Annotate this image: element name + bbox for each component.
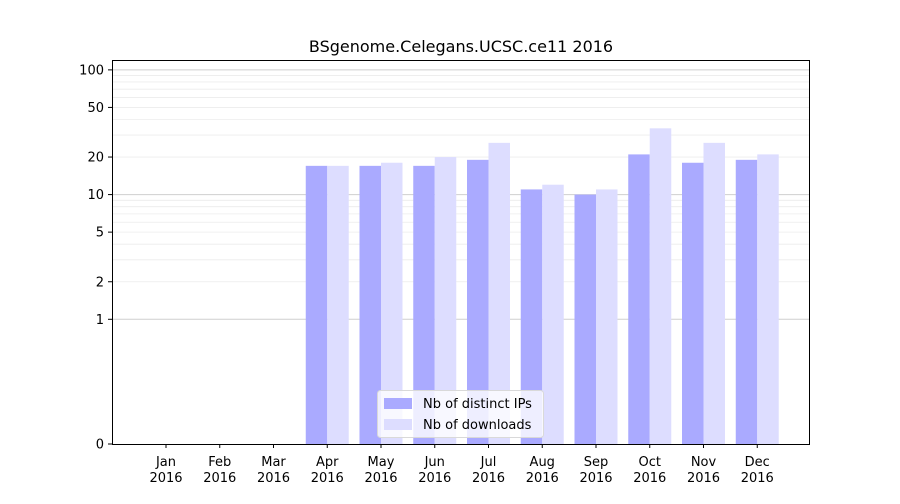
x-tick-label-year: 2016 [579,471,612,486]
x-tick-label-month: Feb [208,455,231,470]
y-tick-label: 10 [87,188,104,203]
x-tick-label-year: 2016 [741,471,774,486]
x-tick-label-month: Mar [261,455,286,470]
bar-downloads [434,157,457,444]
bar-downloads [381,162,403,444]
bar-downloads [327,165,349,444]
x-tick-label-year: 2016 [149,471,182,486]
bar-distinct-ips [413,165,435,444]
x-tick-label-month: Nov [691,455,717,470]
y-tick-label: 5 [96,226,104,241]
bar-distinct-ips [520,189,543,444]
bar-downloads [649,128,672,445]
grid-lines [112,69,809,320]
x-axis: Jan2016Feb2016Mar2016Apr2016May2016Jun20… [149,444,774,486]
x-tick-label-month: Oct [639,455,661,470]
x-tick-label-year: 2016 [364,471,397,486]
x-tick-label-month: Sep [584,455,609,470]
bar-distinct-ips [359,165,381,444]
legend-label: Nb of distinct IPs [423,397,532,412]
y-axis: 0 1 2 5 10 20 50 100 [79,63,112,453]
x-tick-label-year: 2016 [633,471,666,486]
x-tick-label-year: 2016 [203,471,236,486]
x-tick-label-month: Jun [424,455,445,470]
x-tick-label-month: May [368,455,395,470]
y-tick-label: 0 [96,438,104,453]
plot-frame [112,60,810,445]
x-tick-label-year: 2016 [311,471,344,486]
y-tick-label: 100 [79,63,104,78]
y-tick-label: 1 [96,313,104,328]
x-tick-label-month: Aug [530,455,555,470]
y-tick-label: 2 [96,275,104,290]
legend-swatch [384,419,412,430]
y-tick-label: 20 [87,151,104,166]
bar-distinct-ips [305,165,328,444]
bar-distinct-ips [735,159,758,444]
bar-distinct-ips [628,154,650,444]
bar-downloads [596,189,618,444]
legend-swatch [384,398,412,409]
bar-downloads [542,184,564,444]
x-tick-label-month: Jan [155,455,176,470]
chart-title: BSgenome.Celegans.UCSC.ce11 2016 [309,37,613,56]
bar-distinct-ips [682,162,704,444]
bar-downloads [703,142,725,445]
bar-distinct-ips [574,194,596,444]
x-tick-label-month: Jul [480,455,497,470]
x-tick-label-month: Dec [745,455,770,470]
bars [305,128,779,445]
legend-box [377,390,544,438]
bar-distinct-ips [467,159,489,444]
x-tick-label-year: 2016 [526,471,559,486]
bar-downloads [757,154,779,444]
x-tick-label-year: 2016 [472,471,505,486]
legend-label: Nb of downloads [423,418,532,433]
x-tick-label-year: 2016 [418,471,451,486]
bar-downloads [488,142,510,445]
x-tick-label-year: 2016 [257,471,290,486]
legend: Nb of distinct IPs Nb of downloads [377,390,544,438]
x-tick-label-year: 2016 [687,471,720,486]
y-tick-label: 50 [87,101,104,116]
x-tick-label-month: Apr [316,455,339,470]
